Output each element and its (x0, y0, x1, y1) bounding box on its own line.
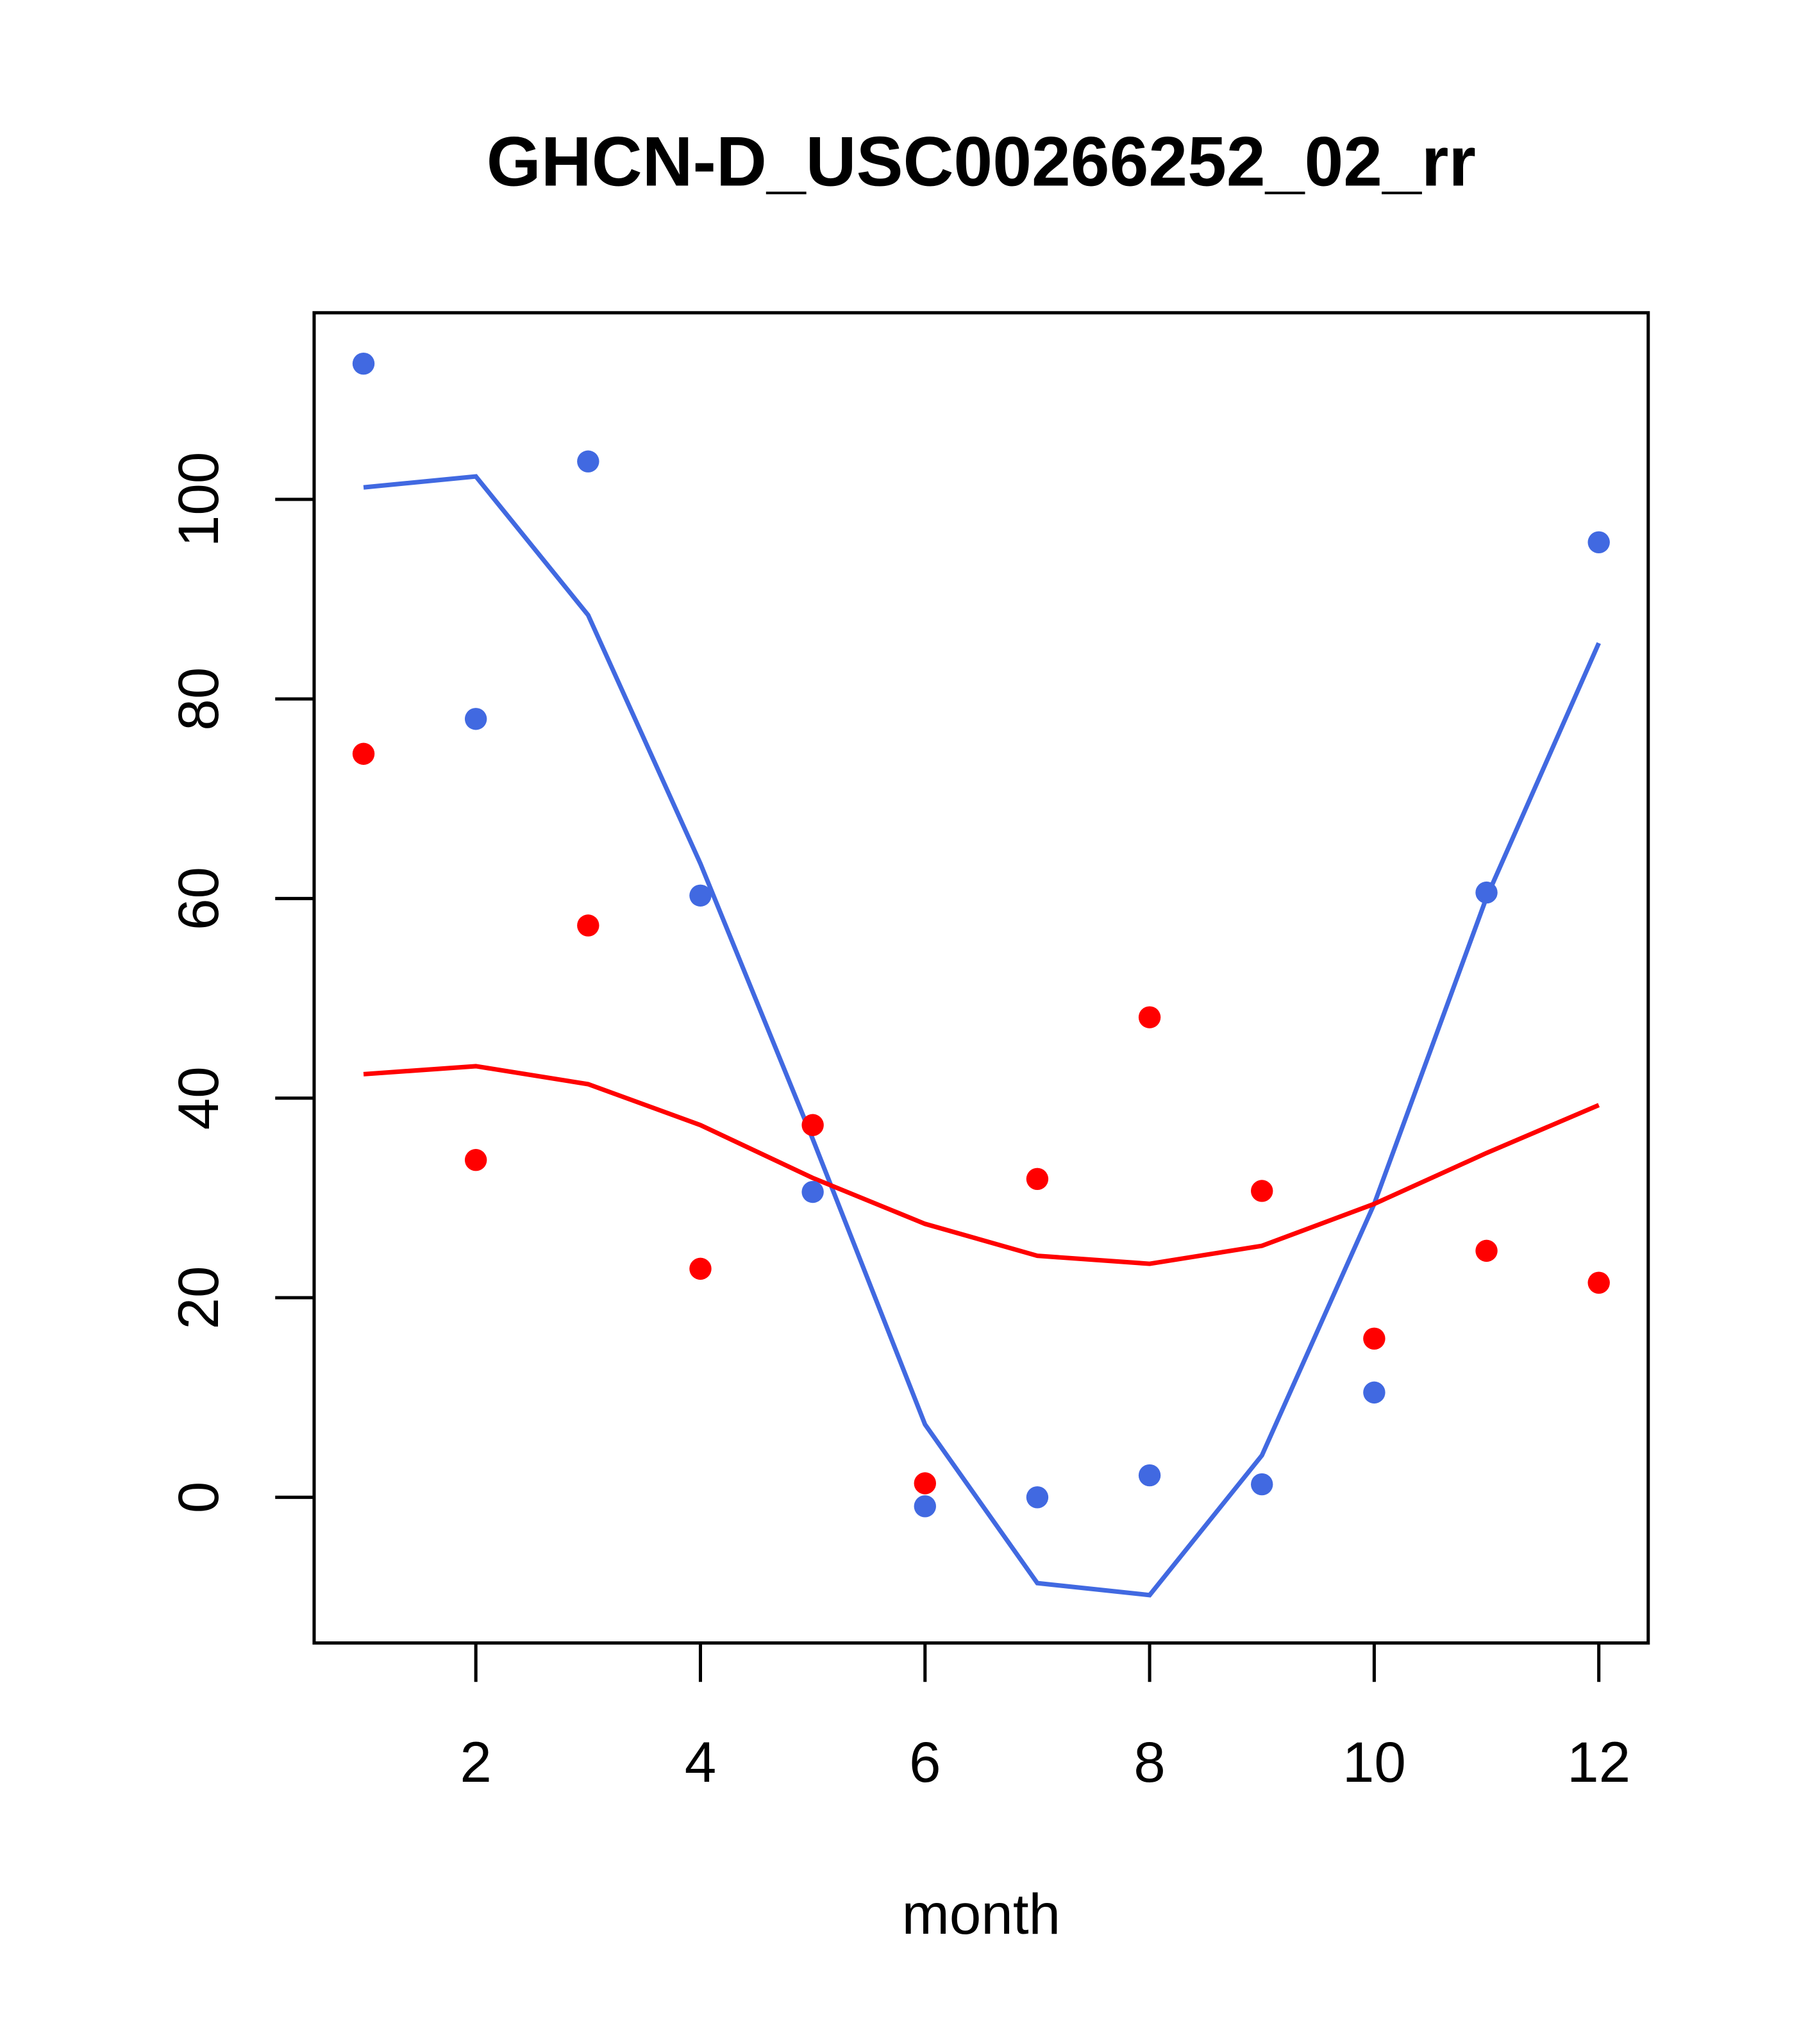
red-point (801, 1114, 824, 1136)
blue-point (352, 352, 375, 375)
x-tick-label: 10 (1343, 1730, 1406, 1794)
blue-point (577, 450, 599, 473)
y-tick-label: 100 (166, 452, 230, 548)
x-tick-label: 8 (1134, 1730, 1166, 1794)
red-point (1026, 1168, 1049, 1191)
x-axis: 2 4 6 8 10 12 (460, 1643, 1630, 1794)
blue-point (914, 1495, 936, 1518)
red-point (914, 1472, 936, 1495)
plot-frame (312, 311, 1650, 1645)
blue-point (1026, 1486, 1049, 1509)
red-point (577, 914, 599, 937)
chart-title: GHCN-D_USC00266252_02_rr (487, 122, 1476, 201)
blue-point (689, 884, 712, 907)
red-point (689, 1257, 712, 1280)
y-tick-label: 80 (166, 667, 230, 731)
blue-line (363, 474, 1601, 1598)
blue-point (1363, 1381, 1386, 1404)
blue-point (464, 708, 487, 730)
red-point (1251, 1180, 1273, 1202)
blue-point (801, 1180, 824, 1203)
red-line (363, 1064, 1600, 1266)
blue-point (1587, 531, 1610, 554)
blue-point (1475, 881, 1498, 904)
x-tick-label: 4 (685, 1730, 717, 1794)
red-point (1587, 1271, 1610, 1294)
x-tick-label: 12 (1567, 1730, 1630, 1794)
x-tick-label: 2 (460, 1730, 492, 1794)
red-point (1475, 1239, 1498, 1262)
red-point (1138, 1006, 1161, 1028)
y-tick-label: 60 (166, 867, 230, 930)
y-tick-label: 40 (166, 1066, 230, 1130)
y-axis: 0 20 40 60 80 100 (166, 452, 314, 1513)
red-point (352, 742, 375, 765)
x-axis-label: month (902, 1882, 1061, 1946)
blue-point (1251, 1473, 1273, 1496)
y-tick-label: 0 (166, 1482, 230, 1514)
red-point (464, 1149, 487, 1171)
y-tick-label: 20 (166, 1266, 230, 1329)
red-point (1363, 1327, 1386, 1350)
plot-series (352, 352, 1610, 1598)
x-tick-label: 6 (909, 1730, 941, 1794)
blue-point (1138, 1464, 1161, 1487)
